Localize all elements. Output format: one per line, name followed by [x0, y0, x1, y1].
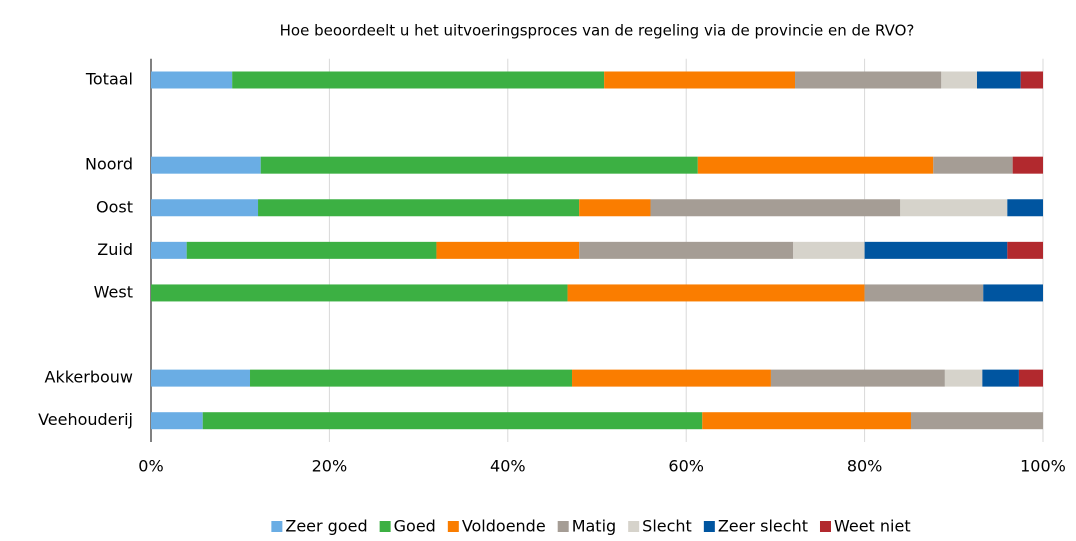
x-tick-label: 80%: [847, 457, 883, 476]
bar-segment: [151, 71, 233, 89]
bar-segment: [1018, 369, 1043, 387]
legend-swatch: [379, 521, 391, 532]
bar-segment: [793, 241, 865, 259]
bar-segment: [944, 369, 983, 387]
bar-segment: [151, 412, 203, 430]
bar-segment: [976, 71, 1021, 89]
bar-segment: [1012, 156, 1043, 174]
bar-segment: [941, 71, 977, 89]
chart-title: Hoe beoordeelt u het uitvoeringsproces v…: [280, 22, 915, 40]
bar-segment: [864, 241, 1008, 259]
bar-segment: [702, 412, 911, 430]
bar-segment: [1020, 71, 1043, 89]
bar-segment: [1007, 241, 1043, 259]
y-tick-label: Veehouderij: [38, 410, 133, 429]
legend-swatch: [703, 521, 715, 532]
x-tick-label: 40%: [490, 457, 526, 476]
bar-segment: [697, 156, 934, 174]
bar-segment: [151, 241, 187, 259]
y-tick-label: Oost: [96, 197, 133, 216]
x-tick-label: 60%: [668, 457, 704, 476]
bar-segment: [770, 369, 945, 387]
bar-segment: [795, 71, 942, 89]
bar-segment: [572, 369, 771, 387]
legend-label: Zeer slecht: [718, 517, 808, 536]
legend-swatch: [557, 521, 569, 532]
bar-segment: [151, 369, 251, 387]
legend-label: Matig: [572, 517, 616, 536]
bar-segment: [151, 156, 261, 174]
bar-segment: [933, 156, 1013, 174]
legend-swatch: [628, 521, 640, 532]
bar-segment: [436, 241, 580, 259]
bar-segment: [983, 284, 1043, 302]
x-tick-label: 0%: [138, 457, 163, 476]
legend-label: Goed: [394, 517, 436, 536]
y-tick-label: Zuid: [97, 240, 133, 259]
bar-segment: [982, 369, 1019, 387]
legend-label: Voldoende: [462, 517, 546, 536]
bar-segment: [579, 241, 794, 259]
x-tick-label: 100%: [1020, 457, 1066, 476]
y-tick-label: West: [94, 282, 133, 301]
bar-segment: [650, 199, 901, 217]
y-tick-label: Totaal: [85, 69, 133, 88]
y-tick-label: Akkerbouw: [45, 368, 134, 387]
bar-segment: [900, 199, 1008, 217]
legend-swatch: [819, 521, 831, 532]
bar-segment: [250, 369, 573, 387]
legend-swatch: [447, 521, 459, 532]
bar-segment: [186, 241, 437, 259]
bar-segment: [604, 71, 796, 89]
bar-segment: [910, 412, 1043, 430]
legend-swatch: [271, 521, 283, 532]
legend-label: Slecht: [642, 517, 692, 536]
bar-segment: [232, 71, 605, 89]
bar-segment: [202, 412, 703, 430]
bar-segment: [1007, 199, 1043, 217]
bar-segment: [151, 199, 259, 217]
bar-segment: [260, 156, 698, 174]
bar-segment: [258, 199, 580, 217]
bar-segment: [151, 284, 568, 302]
bar-segment: [864, 284, 984, 302]
legend-label: Zeer goed: [285, 517, 367, 536]
x-tick-label: 20%: [312, 457, 348, 476]
legend-label: Weet niet: [834, 517, 911, 536]
bar-segment: [567, 284, 865, 302]
y-tick-label: Noord: [85, 155, 133, 174]
bar-segment: [579, 199, 651, 217]
